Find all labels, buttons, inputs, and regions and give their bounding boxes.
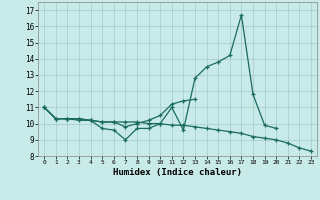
X-axis label: Humidex (Indice chaleur): Humidex (Indice chaleur) [113, 168, 242, 177]
